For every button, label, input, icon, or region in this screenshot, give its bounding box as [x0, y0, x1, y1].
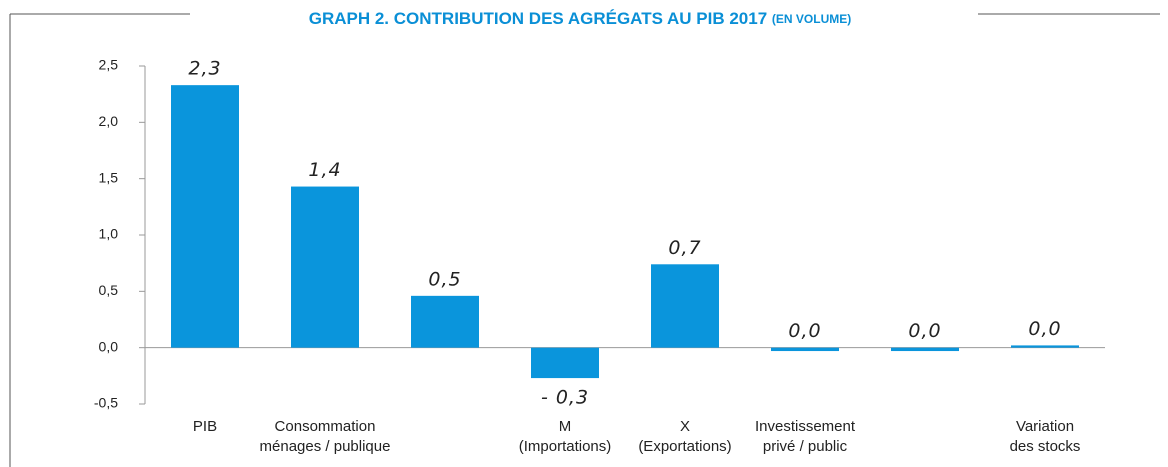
x-tick-label: X	[680, 418, 690, 435]
x-tick-label: Investissement	[755, 418, 856, 435]
value-label: 2,3	[188, 58, 221, 80]
value-label: 1,4	[308, 159, 341, 181]
value-label: 0,7	[668, 237, 701, 259]
bar	[411, 295, 479, 348]
value-label: 0,5	[428, 268, 461, 290]
x-tick-label: Consommation	[275, 418, 376, 435]
subtitle: (EN VOLUME)	[772, 12, 851, 26]
title-main: GRAPH 2. CONTRIBUTION DES AGRÉGATS AU PI…	[309, 9, 767, 28]
y-tick-label: 0,5	[99, 282, 119, 298]
bar	[891, 347, 959, 352]
bar	[171, 85, 239, 348]
y-tick-label: 1,0	[99, 226, 119, 242]
bar	[291, 186, 359, 348]
chart-title: GRAPH 2. CONTRIBUTION DES AGRÉGATS AU PI…	[309, 9, 852, 28]
y-tick-label: -0,5	[94, 395, 118, 411]
bar	[651, 264, 719, 348]
value-label: 0,0	[1028, 318, 1061, 340]
y-tick-label: 0,0	[99, 338, 119, 354]
x-tick-label: (Importations)	[519, 438, 612, 455]
x-tick-label: M	[559, 418, 572, 435]
y-tick-label: 2,0	[99, 113, 119, 129]
bar	[1011, 345, 1079, 348]
value-label: - 0,3	[541, 387, 589, 409]
x-tick-label: privé / public	[763, 438, 848, 455]
x-tick-label: (Exportations)	[638, 438, 731, 455]
bar	[531, 347, 599, 379]
value-label: 0,0	[908, 320, 941, 342]
y-tick-label: 2,5	[99, 57, 119, 73]
x-tick-label: des stocks	[1010, 438, 1081, 455]
x-tick-label: ménages / publique	[260, 438, 391, 455]
x-tick-label: Variation	[1016, 418, 1074, 435]
value-label: 0,0	[788, 320, 821, 342]
x-tick-label: PIB	[193, 418, 217, 435]
y-tick-label: 1,5	[99, 169, 119, 185]
bar	[771, 347, 839, 352]
